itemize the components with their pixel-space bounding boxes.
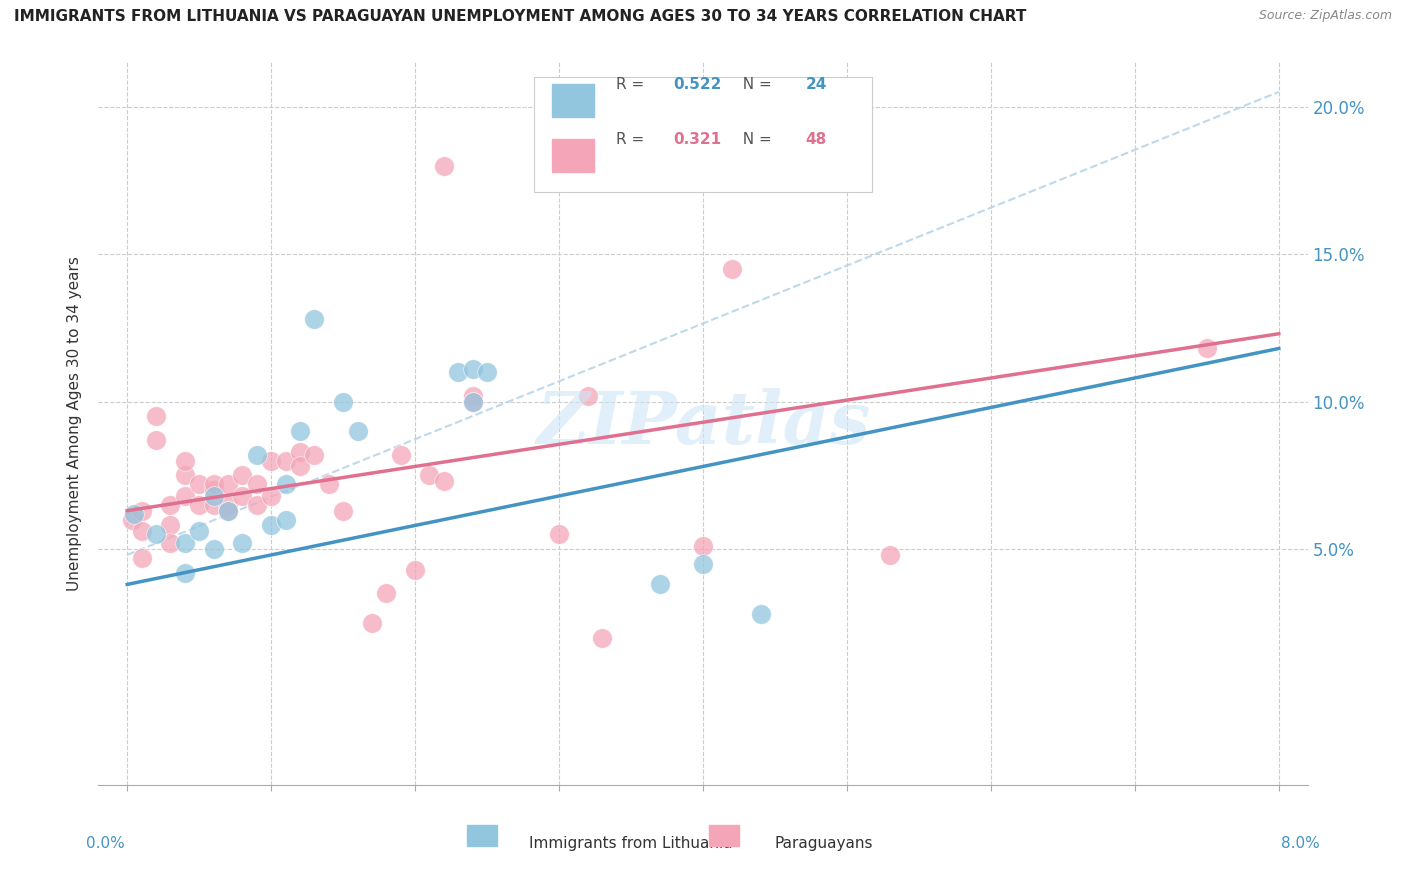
Point: [188, 498, 211, 512]
Point: [231, 489, 253, 503]
Point: [246, 477, 269, 491]
Text: Paraguayans: Paraguayans: [775, 836, 873, 851]
Point: [159, 536, 181, 550]
Point: [749, 607, 772, 621]
Point: [346, 424, 368, 438]
Point: [260, 518, 283, 533]
FancyBboxPatch shape: [551, 85, 595, 118]
Point: [124, 507, 146, 521]
Text: R =: R =: [616, 78, 650, 93]
Text: N =: N =: [734, 132, 778, 146]
Point: [121, 512, 143, 526]
Text: IMMIGRANTS FROM LITHUANIA VS PARAGUAYAN UNEMPLOYMENT AMONG AGES 30 TO 34 YEARS C: IMMIGRANTS FROM LITHUANIA VS PARAGUAYAN …: [14, 9, 1026, 24]
Text: 24: 24: [806, 78, 827, 93]
Point: [188, 477, 211, 491]
Point: [202, 498, 225, 512]
Point: [461, 389, 484, 403]
Point: [173, 489, 195, 503]
Point: [1195, 342, 1218, 356]
Point: [159, 498, 181, 512]
Point: [173, 468, 195, 483]
Point: [461, 394, 484, 409]
Point: [879, 548, 901, 562]
Point: [202, 489, 225, 503]
Point: [433, 159, 456, 173]
Point: [246, 448, 269, 462]
Point: [648, 577, 671, 591]
Point: [173, 566, 195, 580]
Point: [131, 550, 153, 565]
Point: [720, 261, 742, 276]
Point: [145, 527, 167, 541]
Text: Source: ZipAtlas.com: Source: ZipAtlas.com: [1258, 9, 1392, 22]
FancyBboxPatch shape: [709, 825, 740, 847]
Point: [447, 365, 470, 379]
Text: R =: R =: [616, 132, 650, 146]
Point: [576, 389, 599, 403]
Point: [304, 312, 326, 326]
Point: [260, 453, 283, 467]
Point: [173, 536, 195, 550]
Point: [131, 524, 153, 539]
Text: 8.0%: 8.0%: [1281, 836, 1320, 851]
Point: [433, 474, 456, 488]
Point: [404, 563, 426, 577]
Point: [131, 504, 153, 518]
Point: [461, 394, 484, 409]
Point: [217, 498, 239, 512]
Point: [288, 459, 311, 474]
Point: [692, 539, 714, 553]
Point: [202, 542, 225, 557]
Point: [231, 536, 253, 550]
Point: [591, 631, 613, 645]
Point: [145, 409, 167, 424]
Point: [260, 489, 283, 503]
Point: [217, 504, 239, 518]
Point: [202, 483, 225, 497]
Point: [692, 557, 714, 571]
FancyBboxPatch shape: [551, 139, 595, 171]
Text: N =: N =: [734, 78, 778, 93]
Text: 0.321: 0.321: [672, 132, 721, 146]
Point: [246, 498, 269, 512]
Point: [548, 527, 571, 541]
Point: [217, 504, 239, 518]
Point: [389, 448, 412, 462]
Point: [375, 586, 398, 600]
Text: 48: 48: [806, 132, 827, 146]
Point: [274, 477, 297, 491]
Point: [332, 504, 354, 518]
Point: [475, 365, 498, 379]
Point: [288, 424, 311, 438]
Point: [173, 453, 195, 467]
Point: [418, 468, 440, 483]
FancyBboxPatch shape: [467, 825, 498, 847]
Point: [318, 477, 340, 491]
Text: 0.522: 0.522: [672, 78, 721, 93]
Point: [202, 477, 225, 491]
Text: 0.0%: 0.0%: [86, 836, 125, 851]
Point: [304, 448, 326, 462]
FancyBboxPatch shape: [534, 77, 872, 193]
Point: [332, 394, 354, 409]
Point: [461, 362, 484, 376]
Point: [274, 512, 297, 526]
Point: [288, 444, 311, 458]
Y-axis label: Unemployment Among Ages 30 to 34 years: Unemployment Among Ages 30 to 34 years: [67, 256, 83, 591]
Point: [159, 518, 181, 533]
Point: [361, 615, 384, 630]
Point: [231, 468, 253, 483]
Point: [188, 524, 211, 539]
Text: Immigrants from Lithuania: Immigrants from Lithuania: [529, 836, 733, 851]
Point: [274, 453, 297, 467]
Text: ZIPatlas: ZIPatlas: [536, 388, 870, 459]
Point: [217, 477, 239, 491]
Point: [145, 433, 167, 447]
